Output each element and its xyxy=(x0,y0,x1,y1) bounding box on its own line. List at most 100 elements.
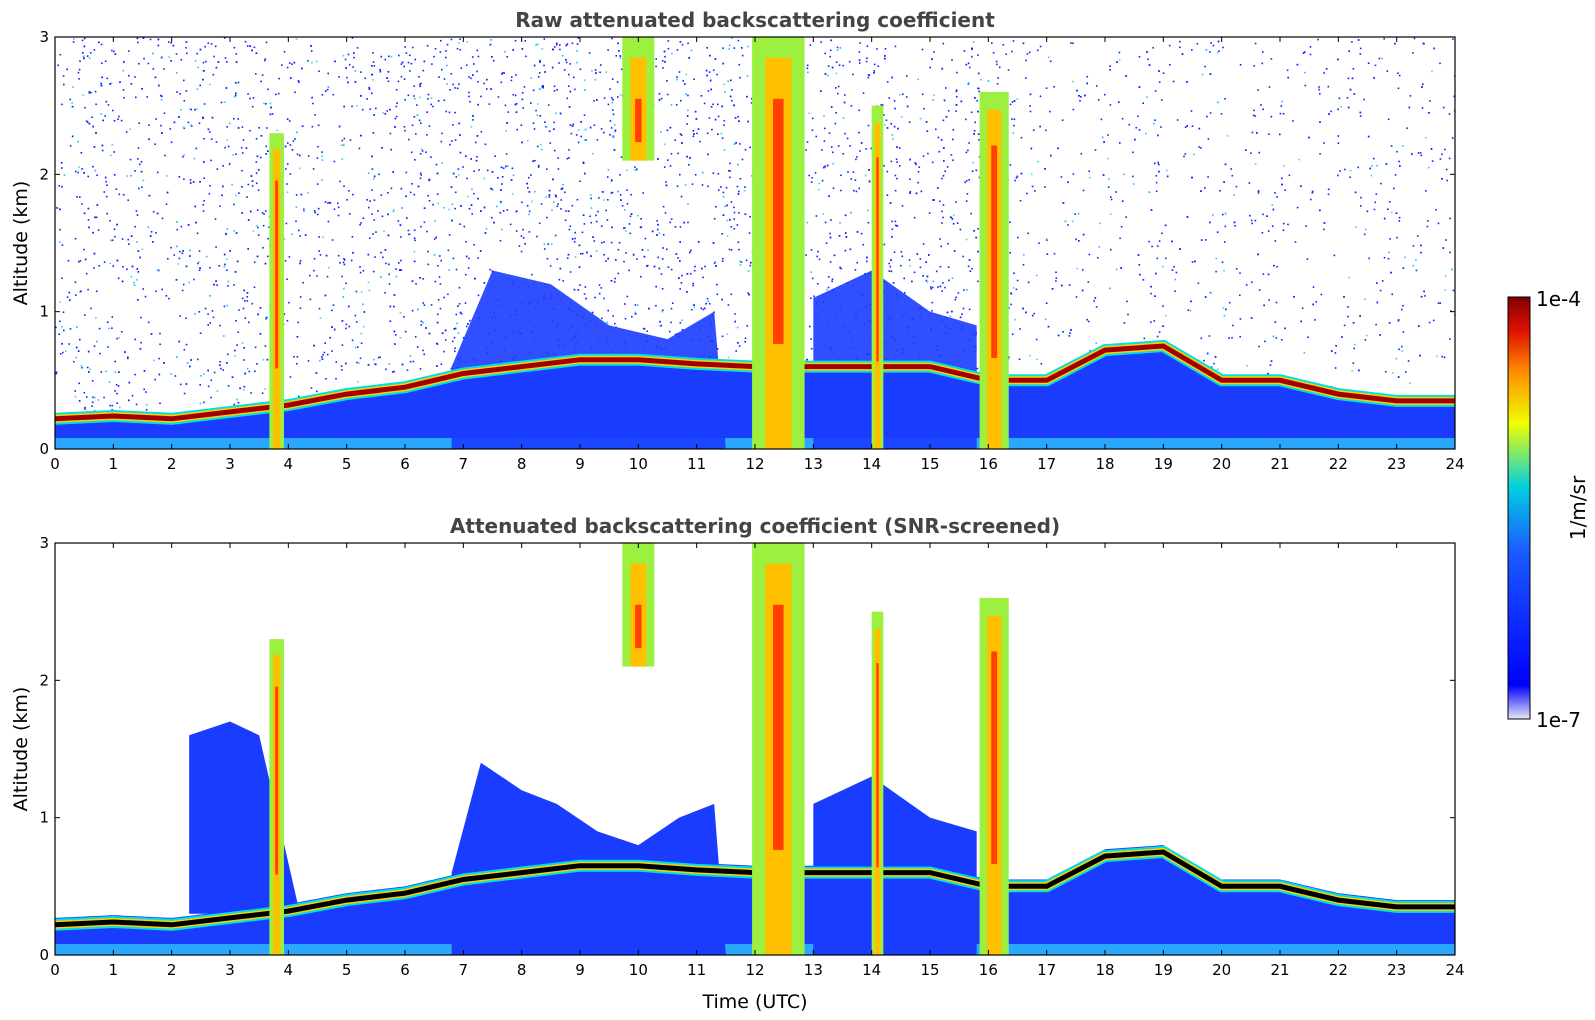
speckle xyxy=(867,74,870,76)
speckle xyxy=(1360,205,1362,207)
speckle xyxy=(1445,168,1448,171)
speckle xyxy=(947,110,950,112)
speckle xyxy=(721,233,723,235)
speckle xyxy=(1258,289,1261,291)
speckle xyxy=(316,213,319,216)
speckle xyxy=(1449,338,1451,340)
speckle xyxy=(1347,315,1349,318)
speckle xyxy=(829,49,832,52)
speckle xyxy=(307,155,310,157)
speckle xyxy=(715,265,717,267)
speckle xyxy=(179,93,181,95)
speckle xyxy=(1156,245,1159,247)
speckle xyxy=(262,247,264,249)
speckle xyxy=(1016,279,1019,282)
speckle xyxy=(135,96,137,99)
speckle xyxy=(106,195,108,198)
speckle xyxy=(387,71,390,73)
speckle xyxy=(1359,315,1361,317)
speckle xyxy=(245,147,248,149)
speckle xyxy=(1319,93,1321,95)
speckle xyxy=(532,160,534,162)
cloud-peak xyxy=(635,604,642,649)
speckle xyxy=(1158,240,1161,242)
speckle xyxy=(514,39,517,42)
speckle xyxy=(733,218,735,220)
speckle xyxy=(81,168,83,170)
speckle xyxy=(1055,271,1057,274)
speckle xyxy=(275,93,277,96)
speckle xyxy=(315,372,318,374)
speckle xyxy=(562,280,564,282)
speckle xyxy=(214,45,217,48)
speckle xyxy=(170,141,173,144)
speckle xyxy=(806,67,809,70)
speckle xyxy=(227,285,229,287)
speckle xyxy=(1046,239,1048,241)
speckle xyxy=(674,226,677,228)
speckle xyxy=(257,226,259,229)
speckle xyxy=(1256,132,1258,134)
speckle xyxy=(686,123,688,125)
speckle xyxy=(226,126,228,128)
speckle xyxy=(636,304,639,306)
speckle xyxy=(103,191,106,193)
speckle xyxy=(111,143,114,146)
speckle xyxy=(922,243,925,245)
speckle xyxy=(1097,257,1099,259)
speckle xyxy=(373,270,375,273)
speckle xyxy=(1390,145,1393,147)
speckle xyxy=(194,313,196,315)
speckle xyxy=(427,250,429,253)
speckle xyxy=(358,362,360,365)
speckle xyxy=(1381,57,1383,60)
speckle xyxy=(161,132,163,134)
speckle xyxy=(1223,314,1226,317)
x-tick-label: 6 xyxy=(400,455,410,473)
speckle xyxy=(747,270,750,272)
speckle xyxy=(202,116,204,119)
x-tick-label: 2 xyxy=(167,455,177,473)
speckle xyxy=(202,78,204,81)
speckle xyxy=(136,268,139,270)
speckle xyxy=(536,235,538,238)
speckle xyxy=(1429,100,1431,102)
speckle xyxy=(418,119,421,122)
speckle xyxy=(213,371,216,374)
speckle xyxy=(113,228,116,231)
speckle xyxy=(636,258,638,260)
speckle xyxy=(1078,95,1080,97)
speckle xyxy=(120,119,123,122)
speckle xyxy=(1196,42,1199,45)
speckle xyxy=(691,183,694,185)
speckle xyxy=(870,147,873,150)
speckle xyxy=(925,121,928,123)
x-tick-label: 7 xyxy=(459,455,469,473)
speckle xyxy=(717,173,720,175)
speckle xyxy=(666,248,668,251)
speckle xyxy=(226,304,229,307)
speckle xyxy=(900,264,902,267)
speckle xyxy=(1053,86,1055,88)
speckle xyxy=(837,85,840,88)
speckle xyxy=(1139,273,1141,276)
speckle xyxy=(532,89,535,92)
speckle xyxy=(610,241,613,244)
speckle xyxy=(721,260,724,262)
x-tick-label: 8 xyxy=(517,961,527,979)
speckle xyxy=(84,406,86,409)
speckle xyxy=(213,283,215,286)
speckle xyxy=(222,185,224,188)
speckle xyxy=(1068,335,1071,337)
speckle xyxy=(237,401,240,404)
speckle xyxy=(155,290,157,293)
speckle xyxy=(368,206,370,209)
speckle xyxy=(1078,240,1080,242)
speckle xyxy=(574,237,576,240)
speckle xyxy=(720,132,723,135)
speckle xyxy=(694,110,697,113)
speckle xyxy=(594,296,596,299)
speckle xyxy=(656,234,658,236)
speckle xyxy=(286,163,289,165)
